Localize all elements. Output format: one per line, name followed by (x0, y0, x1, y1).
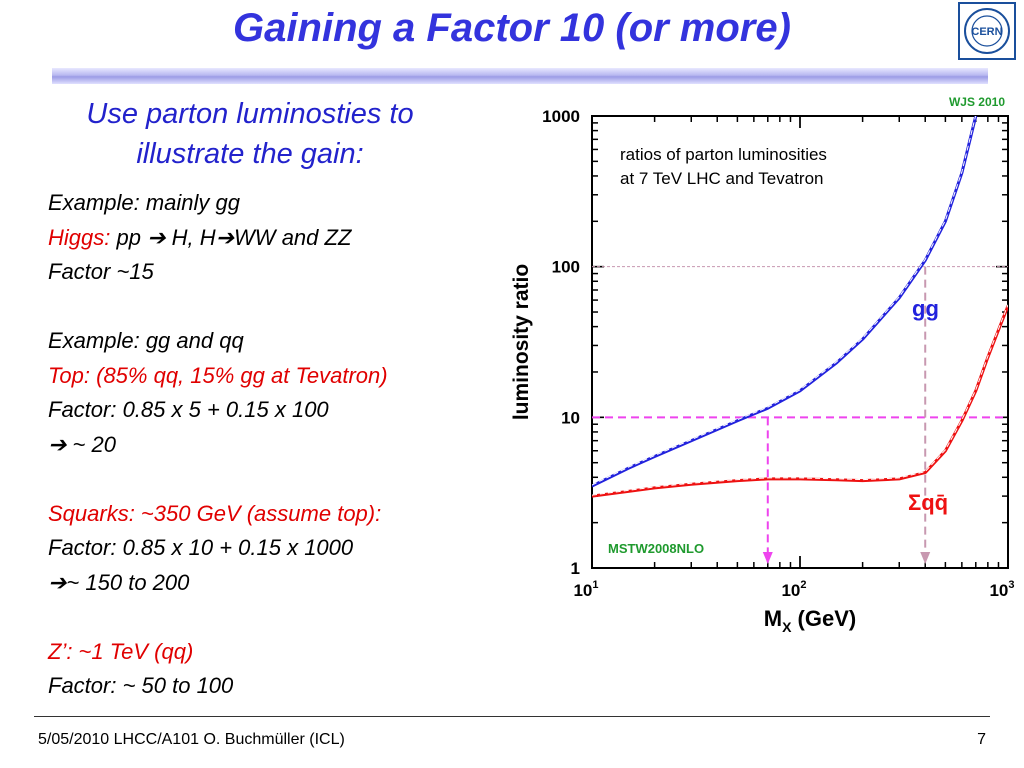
body-text-segment: Factor: 0.85 x 5 + 0.15 x 100 (48, 397, 329, 422)
x-tick-label: 102 (781, 579, 806, 600)
x-tick-label: 101 (573, 579, 598, 600)
subtitle-line-1: Use parton luminosties to (86, 98, 414, 130)
x-tick-exponent: 3 (1008, 579, 1014, 591)
series-band-dash (592, 304, 1008, 496)
body-line: Example: gg and qq (48, 324, 518, 359)
x-axis-label: MX (GeV) (764, 606, 856, 635)
annotation-arrowhead (920, 552, 931, 564)
body-line: Top: (85% qq, 15% gg at Tevatron) (48, 359, 518, 394)
body-text-segment: ➔~ 150 to 200 (48, 569, 190, 595)
body-line: ➔ ~ 20 (48, 428, 518, 463)
body-line: Squarks: ~350 GeV (assume top): (48, 497, 518, 532)
body-text-segment: Example: mainly gg (48, 190, 240, 215)
body-text-segment: Squarks: ~350 GeV (assume top): (48, 500, 382, 526)
footer-citation: 5/05/2010 LHCC/A101 O. Buchmüller (ICL) (38, 731, 345, 748)
body-line: Factor ~15 (48, 255, 518, 290)
subtitle: Use parton luminosties to illustrate the… (50, 94, 450, 174)
series-label-gg: gg (912, 296, 939, 321)
series-line-gg (592, 116, 978, 488)
body-text-segment: Factor ~15 (48, 259, 154, 284)
chart-title-line-1: ratios of parton luminosities (620, 145, 827, 164)
body-line: ➔~ 150 to 200 (48, 566, 518, 601)
body-text-segment: ➔ ~ 20 (48, 431, 116, 457)
x-axis-label-sub: X (782, 619, 792, 635)
y-axis-label: luminosity ratio (510, 264, 533, 420)
series-band-dash (592, 116, 977, 486)
body-text-segment: Factor: ~ 50 to 100 (48, 673, 234, 698)
body-text-segment: Top: (85% qq, 15% gg at Tevatron) (48, 362, 388, 388)
series-label-qq: Σqq̄ (908, 490, 948, 515)
x-axis-label-unit: (GeV) (791, 606, 856, 631)
x-tick-exponent: 1 (592, 579, 598, 591)
body-line: Example: mainly gg (48, 186, 518, 221)
body-text-segment: Higgs: (48, 224, 117, 250)
body-text-block: Example: mainly gg Higgs: pp ➔ H, H➔WW an… (48, 186, 518, 704)
x-tick-base: 10 (573, 581, 592, 600)
y-tick-label: 1000 (542, 107, 580, 126)
x-tick-base: 10 (781, 581, 800, 600)
body-line (48, 290, 518, 325)
body-text-segment: pp ➔ H, H➔WW and ZZ (116, 224, 352, 250)
chart-title-line-2: at 7 TeV LHC and Tevatron (620, 169, 824, 188)
subtitle-line-2: illustrate the gain: (136, 138, 364, 170)
pdf-set-label: MSTW2008NLO (608, 541, 704, 556)
x-tick-base: 10 (989, 581, 1008, 600)
y-tick-label: 10 (561, 408, 580, 427)
body-text-segment: Z’: ~1 TeV (qq) (48, 638, 194, 664)
curves-group (592, 116, 1008, 498)
y-tick-label: 1 (571, 559, 580, 578)
x-tick-label: 103 (989, 579, 1014, 600)
y-tick-label: 100 (552, 258, 580, 277)
x-tick-exponent: 2 (800, 579, 806, 591)
title-underline-bar (52, 68, 988, 84)
corner-label: WJS 2010 (949, 95, 1005, 109)
body-line (48, 600, 518, 635)
annotation-arrowhead (762, 552, 773, 564)
x-axis-label-main: M (764, 606, 782, 631)
page-number: 7 (977, 731, 986, 748)
series-line-qq (592, 305, 1008, 498)
body-line: Factor: ~ 50 to 100 (48, 669, 518, 704)
body-text-segment: Factor: 0.85 x 10 + 0.15 x 1000 (48, 535, 354, 560)
logo-text: CERN (971, 26, 1002, 38)
body-line: Factor: 0.85 x 5 + 0.15 x 100 (48, 393, 518, 428)
body-line (48, 462, 518, 497)
body-line: Z’: ~1 TeV (qq) (48, 635, 518, 670)
footer-divider (34, 716, 990, 717)
slide-title: Gaining a Factor 10 (or more) (233, 6, 791, 50)
body-line: Factor: 0.85 x 10 + 0.15 x 1000 (48, 531, 518, 566)
body-text-segment: Example: gg and qq (48, 328, 244, 353)
body-line: Higgs: pp ➔ H, H➔WW and ZZ (48, 221, 518, 256)
cern-logo-icon: CERN (958, 2, 1016, 60)
